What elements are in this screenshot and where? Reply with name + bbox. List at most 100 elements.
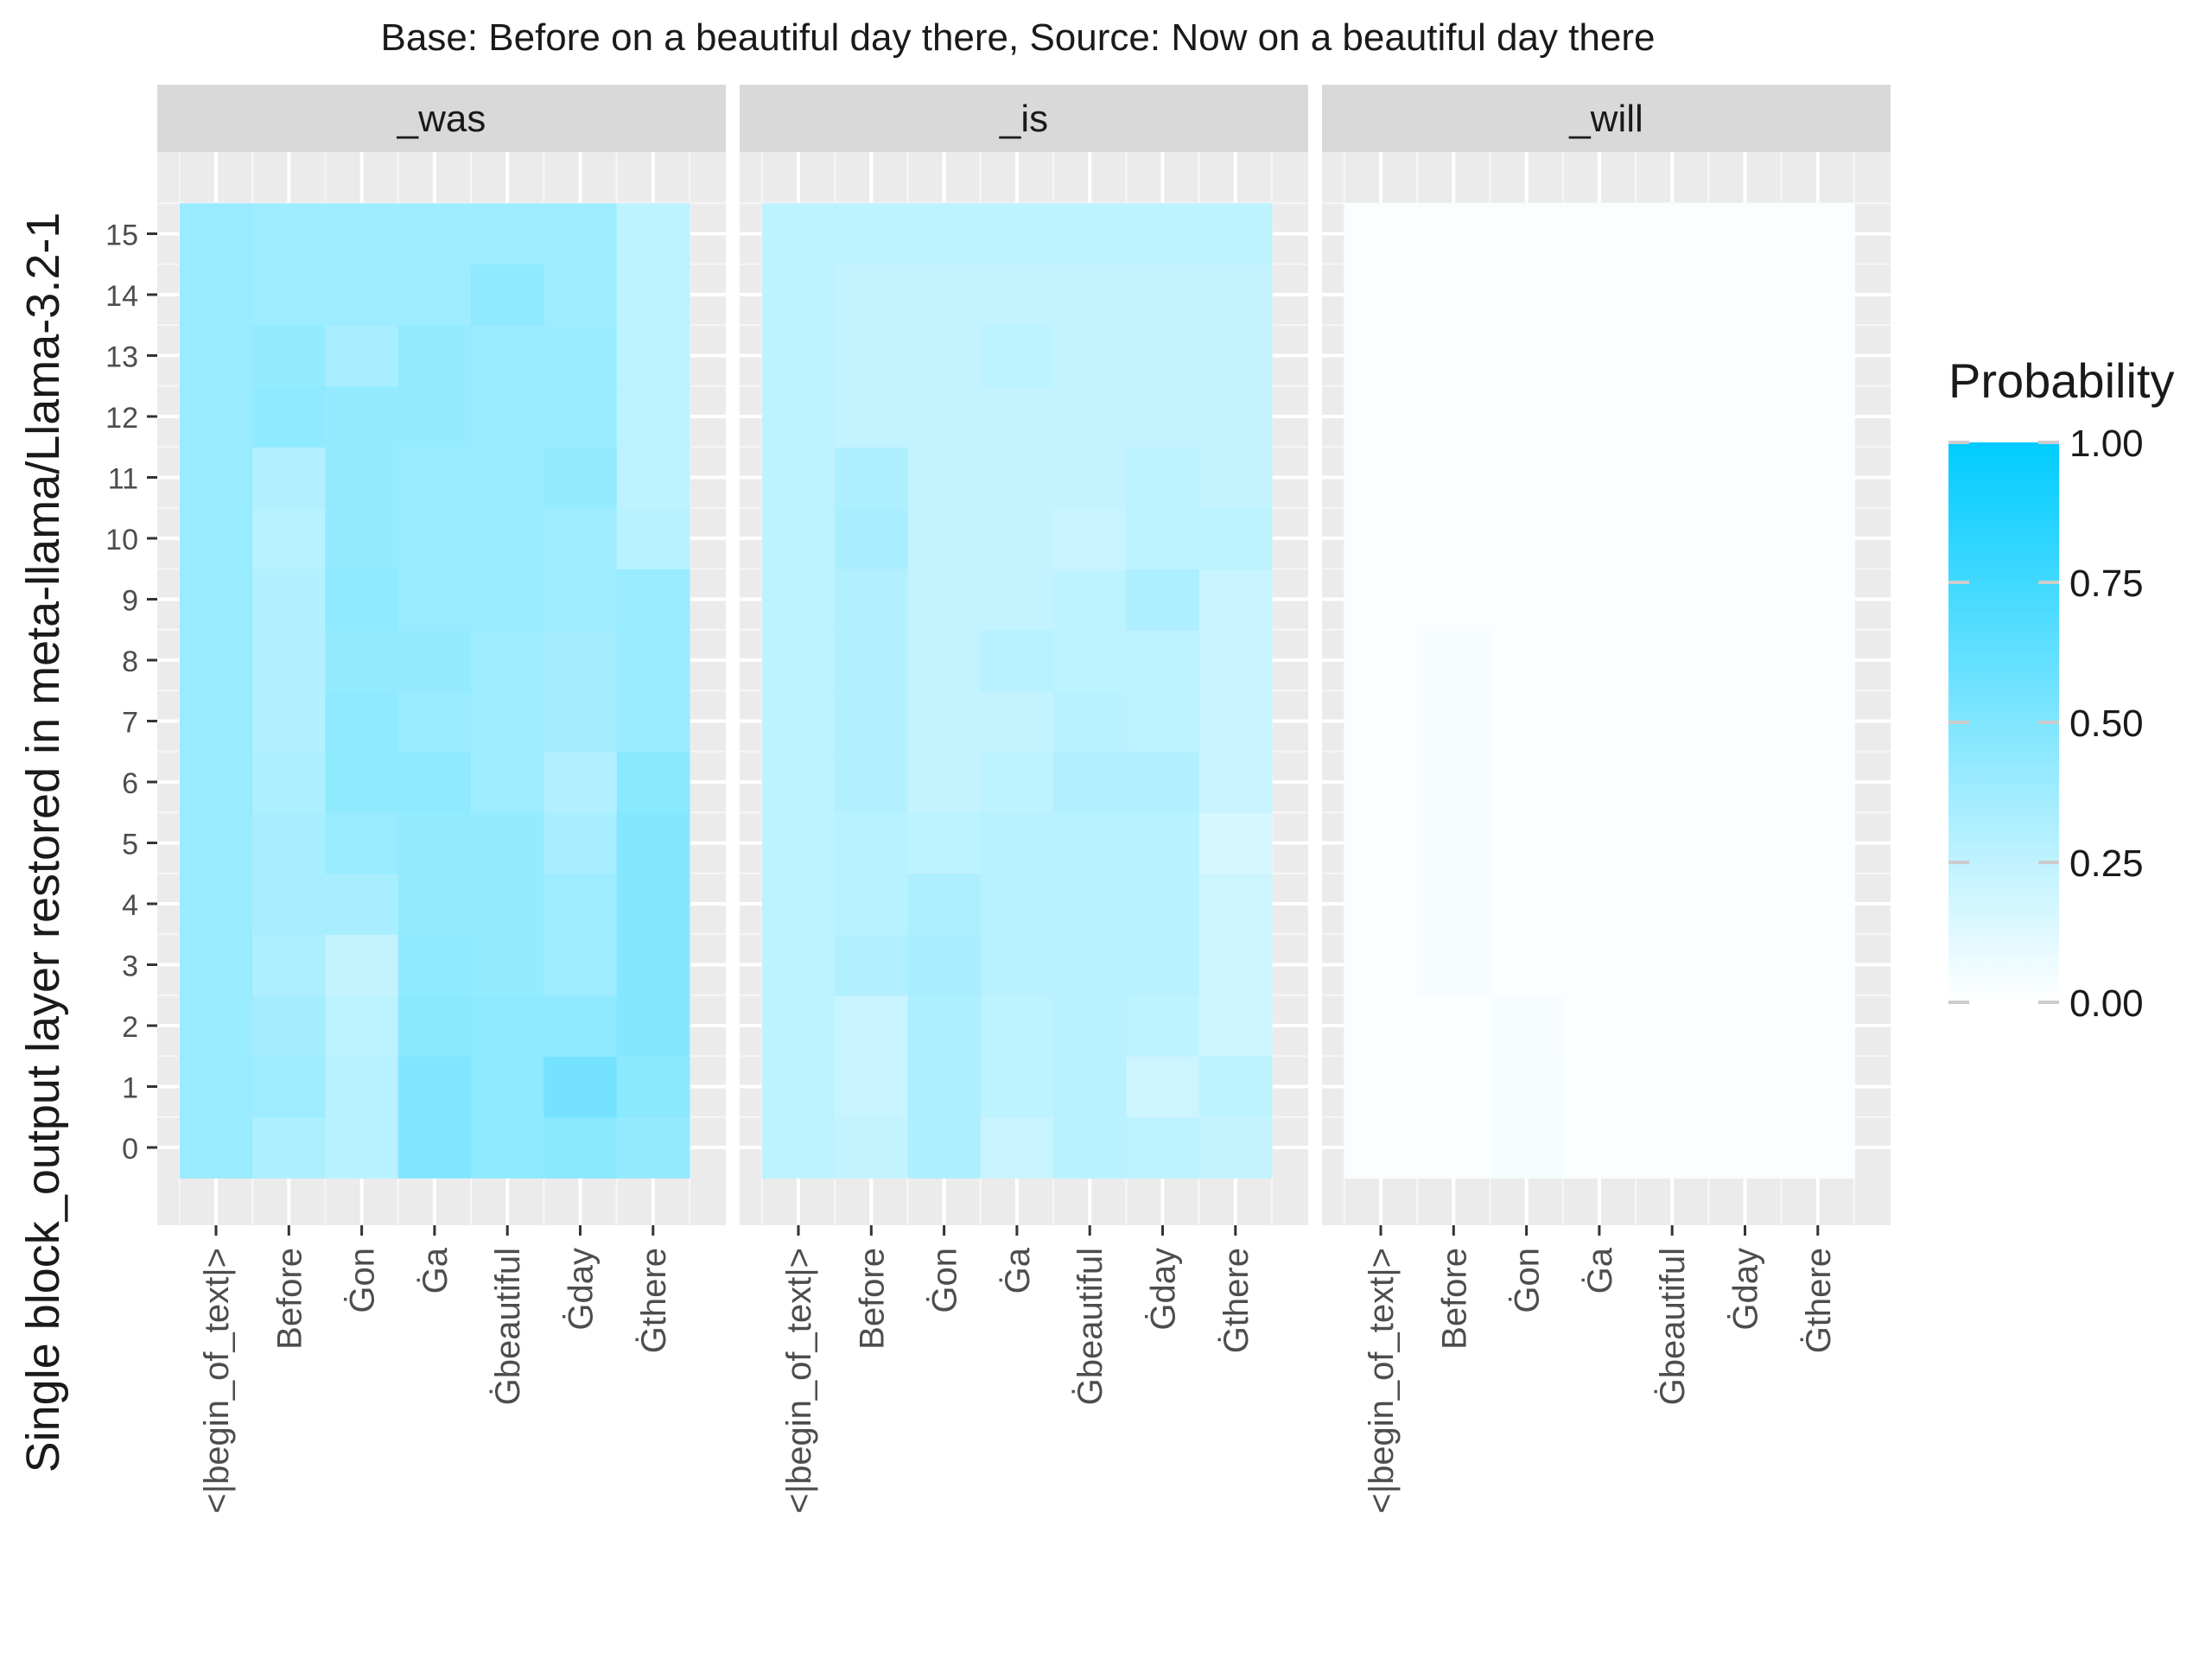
heatmap-cell: [1198, 507, 1273, 569]
heatmap-cell: [471, 507, 544, 569]
x-tick-label: Before: [270, 1248, 308, 1350]
heatmap-cell: [761, 325, 836, 387]
heatmap-cell: [1198, 569, 1273, 631]
heatmap-cell: [1636, 1116, 1709, 1179]
heatmap-cell: [1053, 385, 1127, 448]
heatmap-cell: [325, 447, 399, 509]
heatmap-cell: [471, 569, 544, 631]
heatmap-cell: [1417, 569, 1491, 631]
heatmap-cell: [1417, 629, 1491, 691]
heatmap-cell: [835, 385, 909, 448]
legend-title: Probability: [1948, 353, 2174, 408]
heatmap-cell: [1344, 507, 1418, 569]
heatmap-cell: [616, 264, 690, 326]
heatmap-cell: [543, 385, 618, 448]
heatmap-cell: [252, 751, 327, 813]
heatmap-cell: [1708, 1116, 1783, 1179]
heatmap-cell: [543, 873, 618, 935]
heatmap-cell: [1562, 203, 1637, 265]
heatmap-cell: [1053, 873, 1127, 935]
heatmap-cell: [1562, 264, 1637, 326]
heatmap-cell: [543, 507, 618, 569]
heatmap-cell: [543, 995, 618, 1057]
heatmap-cell: [1198, 995, 1273, 1057]
heatmap-cell: [1562, 447, 1637, 509]
heatmap-cell: [1636, 447, 1709, 509]
heatmap-cell: [252, 690, 327, 753]
heatmap-cell: [1781, 203, 1855, 265]
heatmap-cell: [179, 1116, 253, 1179]
heatmap-cell: [1126, 569, 1200, 631]
heatmap-cell: [1781, 751, 1855, 813]
facet-strip-label: _will: [1568, 98, 1643, 140]
heatmap-cell: [325, 812, 399, 874]
heatmap-cell: [761, 995, 836, 1057]
heatmap-cell: [325, 690, 399, 753]
heatmap-cell: [179, 203, 253, 265]
heatmap-cell: [1417, 690, 1491, 753]
heatmap-cell: [397, 447, 472, 509]
heatmap-cell: [1198, 751, 1273, 813]
heatmap-cell: [616, 385, 690, 448]
heatmap-cell: [1417, 325, 1491, 387]
heatmap-cell: [1344, 751, 1418, 813]
heatmap-cell: [1344, 203, 1418, 265]
heatmap-cell: [1198, 629, 1273, 691]
heatmap-cell: [1198, 873, 1273, 935]
heatmap-cell: [397, 934, 472, 996]
heatmap-cell: [1781, 569, 1855, 631]
heatmap-cell: [907, 385, 982, 448]
heatmap-cell: [1490, 447, 1564, 509]
heatmap-cell: [761, 447, 836, 509]
y-tick-label: 10: [105, 524, 138, 556]
legend-tick-label: 0.00: [2069, 982, 2144, 1025]
heatmap-cell: [471, 325, 544, 387]
heatmap-cell: [1781, 1056, 1855, 1118]
heatmap-cell: [1708, 447, 1783, 509]
heatmap-cell: [1781, 812, 1855, 874]
heatmap-cell: [1490, 995, 1564, 1057]
legend-tick-label: 0.25: [2069, 842, 2144, 885]
heatmap-cell: [543, 934, 618, 996]
heatmap-cell: [179, 690, 253, 753]
legend: Probability 0.00 0.25 0.50 0.75 1.00: [1948, 353, 2174, 1025]
heatmap-cell: [543, 264, 618, 326]
x-tick-label: Ġa: [416, 1247, 454, 1294]
y-tick-label: 1: [122, 1072, 138, 1105]
heatmap-cell: [1417, 385, 1491, 448]
heatmap-cell: [325, 325, 399, 387]
heatmap-cell: [1708, 629, 1783, 691]
heatmap-cell: [397, 690, 472, 753]
heatmap-cell: [616, 690, 690, 753]
heatmap-cell: [1126, 507, 1200, 569]
heatmap-cell: [397, 1116, 472, 1179]
heatmap-cell: [252, 507, 327, 569]
heatmap-cell: [1708, 751, 1783, 813]
heatmap-cell: [1636, 569, 1709, 631]
heatmap-cell: [325, 995, 399, 1057]
x-tick-label: Ġa: [1580, 1247, 1619, 1294]
heatmap-cell: [1417, 934, 1491, 996]
y-tick-label: 15: [105, 219, 138, 252]
y-tick-label: 14: [105, 280, 138, 313]
heatmap-cell: [471, 385, 544, 448]
heatmap-cell: [179, 1056, 253, 1118]
legend-tick-label: 0.75: [2069, 563, 2144, 605]
heatmap-cell: [1417, 812, 1491, 874]
heatmap-cell: [252, 447, 327, 509]
chart-title: Base: Before on a beautiful day there, S…: [381, 16, 1656, 59]
heatmap-cell: [325, 385, 399, 448]
y-tick-label: 11: [108, 463, 138, 496]
heatmap-cell: [1198, 447, 1273, 509]
heatmap-cell: [179, 934, 253, 996]
heatmap-cell: [1053, 1116, 1127, 1179]
heatmap-cell: [1126, 203, 1200, 265]
heatmap-cell: [397, 1056, 472, 1118]
heatmap-cell: [1562, 507, 1637, 569]
heatmap-cell: [471, 629, 544, 691]
heatmap-cell: [907, 264, 982, 326]
heatmap-cell: [835, 1056, 909, 1118]
heatmap-cell: [471, 934, 544, 996]
heatmap-cell: [543, 690, 618, 753]
heatmap-cell: [179, 325, 253, 387]
